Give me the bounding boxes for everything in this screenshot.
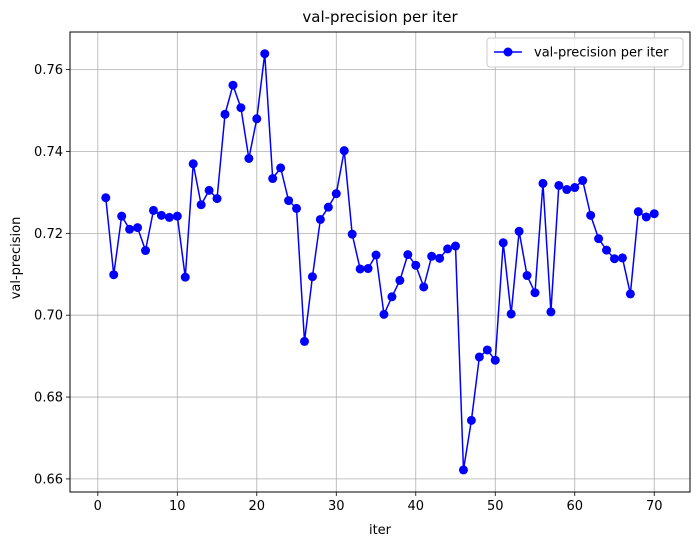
series-line xyxy=(105,52,655,471)
x-axis-ticks: 0 10 20 30 40 50 60 70 xyxy=(94,492,663,514)
data-point xyxy=(482,345,492,355)
x-tick-label: 60 xyxy=(566,499,583,514)
grid-lines xyxy=(70,32,690,492)
data-point xyxy=(188,159,198,169)
data-point xyxy=(490,355,500,365)
data-point xyxy=(435,253,445,263)
data-point xyxy=(125,224,135,234)
data-point xyxy=(268,174,278,184)
data-point xyxy=(180,272,190,282)
data-point xyxy=(148,205,158,215)
data-point xyxy=(315,214,325,224)
data-point xyxy=(363,264,373,274)
y-tick-label: 0.66 xyxy=(34,472,63,487)
y-axis-label: val-precision xyxy=(9,217,24,300)
data-point xyxy=(284,196,294,206)
data-point xyxy=(546,307,556,317)
x-tick-label: 50 xyxy=(487,499,504,514)
data-point xyxy=(474,352,484,362)
plot-frame xyxy=(69,31,691,493)
data-point xyxy=(244,153,254,163)
data-point xyxy=(586,210,596,220)
data-point xyxy=(196,200,206,210)
data-point xyxy=(649,209,659,219)
legend-label: val-precision per iter xyxy=(534,46,669,61)
data-point xyxy=(101,193,111,203)
data-point xyxy=(347,229,357,239)
data-point xyxy=(403,250,413,260)
data-point xyxy=(379,309,389,319)
data-point xyxy=(602,245,612,255)
data-point xyxy=(339,146,349,156)
data-point xyxy=(641,212,651,222)
data-series xyxy=(101,49,659,475)
x-tick-label: 10 xyxy=(169,499,186,514)
y-axis-ticks: 0.66 0.68 0.70 0.72 0.74 0.76 xyxy=(34,63,70,487)
legend: val-precision per iter xyxy=(486,37,684,68)
data-point xyxy=(625,289,635,299)
data-point xyxy=(355,264,365,274)
data-point xyxy=(260,49,270,59)
y-tick-label: 0.76 xyxy=(34,63,63,78)
x-axis-label: iter xyxy=(369,523,392,538)
data-point xyxy=(514,226,524,236)
data-point xyxy=(609,254,619,264)
data-point xyxy=(331,189,341,199)
data-point xyxy=(466,415,476,425)
chart-title: val-precision per iter xyxy=(302,8,458,26)
data-point xyxy=(419,282,429,292)
data-point xyxy=(323,202,333,212)
y-tick-label: 0.74 xyxy=(34,145,63,160)
data-point xyxy=(633,207,643,217)
data-point xyxy=(236,103,246,113)
data-point xyxy=(458,465,468,475)
data-point xyxy=(562,185,572,195)
data-point xyxy=(204,185,214,195)
data-point xyxy=(172,211,182,221)
data-point xyxy=(570,183,580,193)
data-point xyxy=(530,288,540,298)
data-point xyxy=(451,241,461,251)
data-point xyxy=(387,292,397,302)
data-point xyxy=(443,244,453,254)
x-tick-label: 0 xyxy=(94,499,102,514)
data-point xyxy=(538,178,548,188)
data-point xyxy=(578,176,588,186)
data-point xyxy=(427,251,437,261)
data-point xyxy=(109,270,119,280)
data-point xyxy=(307,272,317,282)
legend-marker-swatch xyxy=(503,47,513,57)
data-point xyxy=(506,309,516,319)
data-point xyxy=(156,210,166,220)
data-point xyxy=(395,275,405,285)
data-point xyxy=(117,211,127,221)
data-point xyxy=(276,163,286,173)
data-point xyxy=(292,203,302,213)
data-point xyxy=(141,246,151,256)
data-point xyxy=(617,253,627,263)
data-point xyxy=(220,109,230,119)
y-tick-label: 0.72 xyxy=(34,227,63,242)
data-point xyxy=(133,223,143,233)
data-point xyxy=(411,260,421,270)
x-tick-label: 70 xyxy=(646,499,663,514)
data-point xyxy=(228,80,238,90)
data-point xyxy=(554,180,564,190)
data-point xyxy=(594,234,604,244)
y-tick-label: 0.70 xyxy=(34,309,63,324)
data-point xyxy=(299,336,309,346)
data-point xyxy=(252,114,262,124)
data-point xyxy=(522,271,532,281)
data-point xyxy=(371,250,381,260)
x-tick-label: 40 xyxy=(407,499,424,514)
data-point xyxy=(498,238,508,248)
x-tick-label: 20 xyxy=(249,499,266,514)
x-tick-label: 30 xyxy=(328,499,345,514)
data-point xyxy=(212,194,222,204)
y-tick-label: 0.68 xyxy=(34,391,63,406)
legend-box xyxy=(486,37,684,68)
data-point xyxy=(164,212,174,222)
